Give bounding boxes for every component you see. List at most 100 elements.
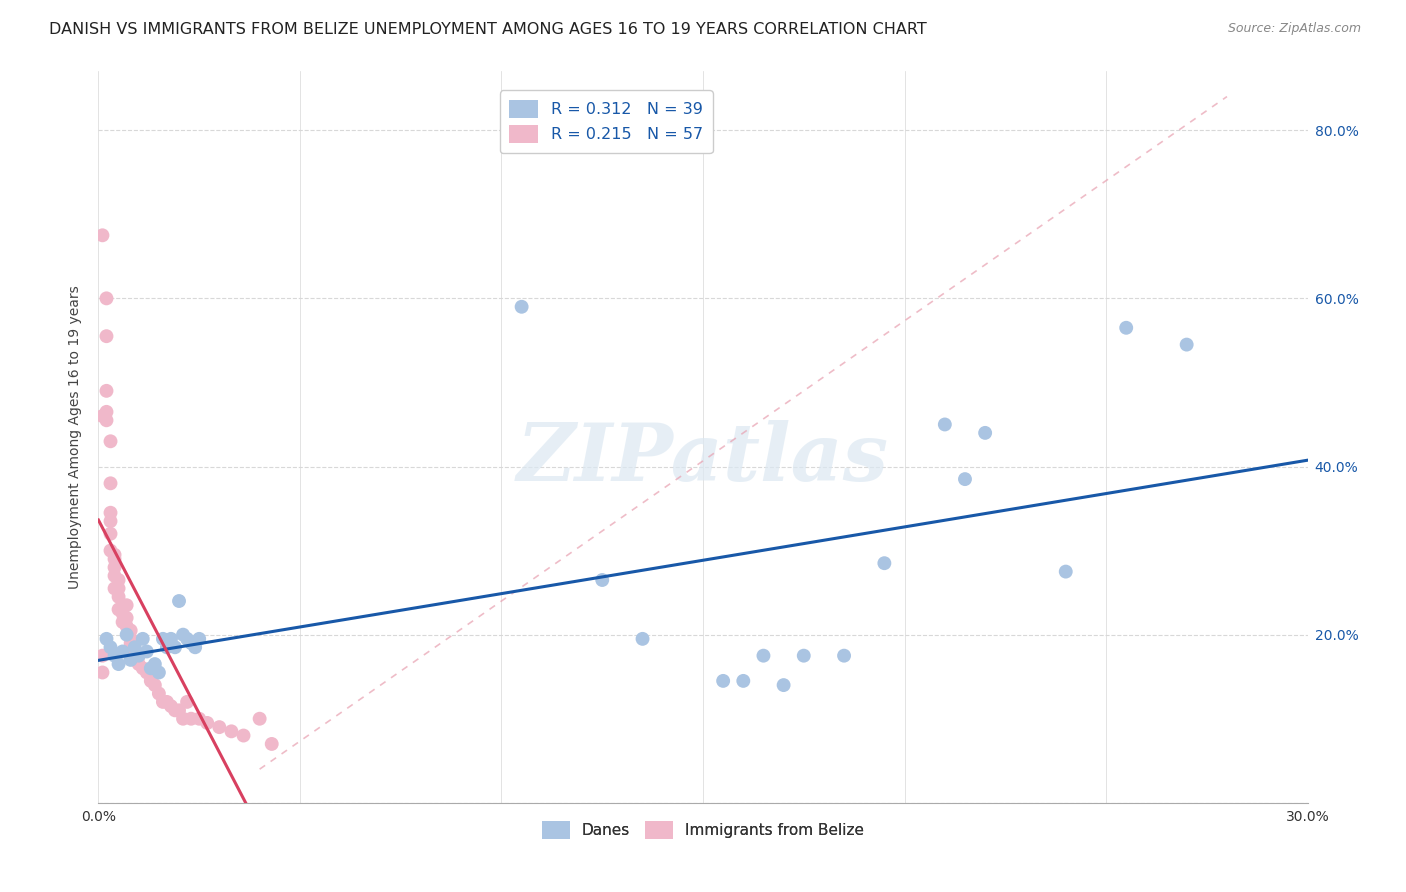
Point (111, 615, 134, 629)
Point (1175, 337, 1198, 351)
Point (128, 648, 150, 663)
Point (111, 644, 134, 658)
Point (115, 611, 138, 625)
Point (156, 640, 179, 655)
Point (120, 653, 142, 667)
Point (120, 624, 142, 638)
Legend: Danes, Immigrants from Belize: Danes, Immigrants from Belize (534, 814, 872, 847)
Point (156, 695, 179, 709)
Point (152, 632, 174, 646)
Point (115, 619, 138, 633)
Point (120, 636, 142, 650)
Point (100, 640, 122, 655)
Point (128, 657, 150, 671)
Point (143, 678, 166, 692)
Point (148, 665, 170, 680)
Point (100, 434, 122, 449)
Point (100, 476, 122, 491)
Point (103, 552, 125, 566)
Point (107, 582, 129, 596)
Point (115, 599, 138, 613)
Point (100, 514, 122, 528)
Point (100, 506, 122, 520)
Point (167, 703, 190, 717)
Point (91, 409, 114, 423)
Point (631, 632, 654, 646)
Point (139, 661, 162, 675)
Point (772, 678, 794, 692)
Point (91, 228, 114, 243)
Point (96, 632, 118, 646)
Point (128, 648, 150, 663)
Point (96, 384, 118, 398)
Point (96, 291, 118, 305)
Point (124, 644, 146, 658)
Point (176, 632, 198, 646)
Point (873, 556, 896, 570)
Point (832, 648, 855, 663)
Point (135, 644, 157, 658)
Point (111, 599, 134, 613)
Point (139, 673, 162, 688)
Point (184, 640, 207, 655)
Point (176, 695, 198, 709)
Point (100, 526, 122, 541)
Point (91, 648, 114, 663)
Point (91, 665, 114, 680)
Point (148, 686, 170, 700)
Point (124, 653, 146, 667)
Point (510, 300, 533, 314)
Point (100, 543, 122, 558)
Point (188, 632, 211, 646)
Point (1054, 565, 1077, 579)
Point (103, 569, 125, 583)
Point (124, 640, 146, 655)
Point (249, 712, 271, 726)
Point (107, 657, 129, 671)
Point (793, 648, 815, 663)
Point (132, 632, 155, 646)
Point (135, 665, 157, 680)
Point (103, 548, 125, 562)
Point (160, 632, 183, 646)
Point (115, 627, 138, 641)
Point (1115, 320, 1137, 334)
Point (188, 712, 211, 726)
Point (103, 648, 125, 663)
Point (96, 405, 118, 419)
Point (953, 472, 976, 486)
Point (152, 695, 174, 709)
Point (143, 657, 166, 671)
Point (132, 661, 155, 675)
Point (160, 699, 183, 714)
Point (103, 582, 125, 596)
Point (107, 602, 129, 616)
Point (591, 573, 613, 587)
Text: ZIPatlas: ZIPatlas (517, 420, 889, 498)
Text: Source: ZipAtlas.com: Source: ZipAtlas.com (1227, 22, 1361, 36)
Point (974, 425, 997, 440)
Y-axis label: Unemployment Among Ages 16 to 19 years: Unemployment Among Ages 16 to 19 years (69, 285, 83, 589)
Point (180, 712, 202, 726)
Point (107, 590, 129, 604)
Point (711, 673, 734, 688)
Point (172, 627, 194, 641)
Point (163, 703, 186, 717)
Point (167, 594, 190, 608)
Point (934, 417, 956, 432)
Point (96, 329, 118, 343)
Text: DANISH VS IMMIGRANTS FROM BELIZE UNEMPLOYMENT AMONG AGES 16 TO 19 YEARS CORRELAT: DANISH VS IMMIGRANTS FROM BELIZE UNEMPLO… (49, 22, 927, 37)
Point (96, 413, 118, 427)
Point (172, 712, 194, 726)
Point (208, 720, 231, 734)
Point (107, 573, 129, 587)
Point (221, 724, 243, 739)
Point (195, 715, 218, 730)
Point (752, 648, 775, 663)
Point (163, 640, 186, 655)
Point (733, 673, 755, 688)
Point (111, 607, 134, 621)
Point (180, 636, 202, 650)
Point (260, 737, 283, 751)
Point (232, 729, 254, 743)
